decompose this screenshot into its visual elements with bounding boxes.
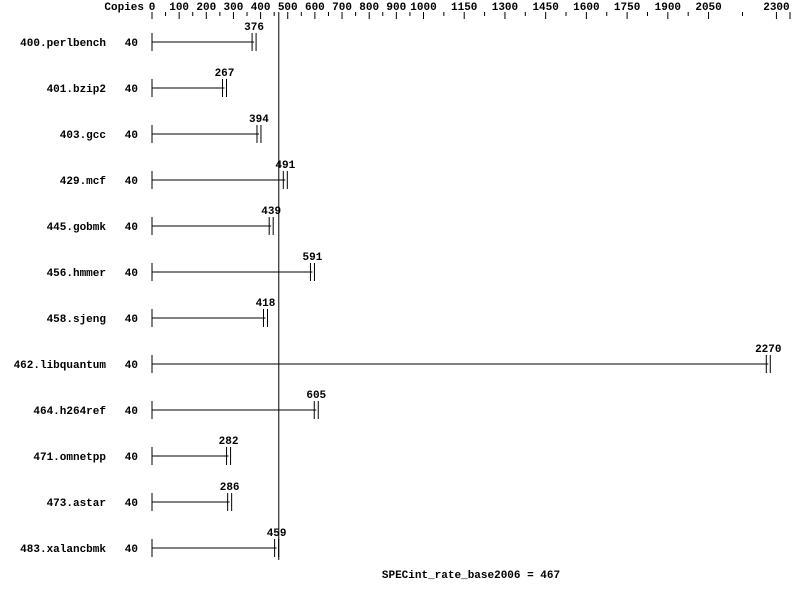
- x-tick-label: 0: [149, 2, 156, 14]
- bar-value-label: 439: [261, 206, 281, 218]
- x-tick-label: 1000: [410, 2, 436, 14]
- copies-value: 40: [125, 314, 138, 326]
- x-tick-label: 1750: [614, 2, 640, 14]
- bar-value-label: 591: [303, 252, 323, 264]
- copies-value: 40: [125, 84, 138, 96]
- copies-value: 40: [125, 222, 138, 234]
- copies-header: Copies: [104, 2, 144, 14]
- x-tick-label: 500: [278, 2, 298, 14]
- bar-value-label: 282: [219, 436, 239, 448]
- x-tick-label: 1300: [492, 2, 518, 14]
- x-tick-label: 300: [224, 2, 244, 14]
- x-tick-label: 1900: [655, 2, 681, 14]
- x-tick-label: 1450: [532, 2, 558, 14]
- benchmark-name: 429.mcf: [60, 176, 107, 188]
- benchmark-name: 462.libquantum: [14, 360, 107, 372]
- x-tick-label: 1600: [573, 2, 599, 14]
- x-tick-label: 1150: [451, 2, 477, 14]
- bar-value-label: 605: [306, 390, 326, 402]
- x-tick-label: 700: [332, 2, 352, 14]
- copies-value: 40: [125, 268, 138, 280]
- chart-svg: 0 100 200 300 400 500 600 700 800 900 1000 1150 1300…: [0, 0, 799, 606]
- benchmark-name: 473.astar: [47, 498, 106, 510]
- benchmark-name: 401.bzip2: [47, 84, 106, 96]
- copies-value: 40: [125, 38, 138, 50]
- bar-value-label: 459: [267, 528, 287, 540]
- x-tick-label: 800: [359, 2, 379, 14]
- copies-value: 40: [125, 360, 138, 372]
- benchmark-name: 400.perlbench: [20, 38, 106, 50]
- spec-benchmark-chart: 0 100 200 300 400 500 600 700 800 900 1000 1150 1300…: [0, 0, 799, 606]
- benchmark-name: 464.h264ref: [33, 406, 106, 418]
- x-tick-label: 200: [196, 2, 216, 14]
- benchmark-name: 483.xalancbmk: [20, 544, 106, 556]
- copies-value: 40: [125, 130, 138, 142]
- benchmark-name: 456.hmmer: [47, 268, 106, 280]
- benchmark-name: 458.sjeng: [47, 314, 106, 326]
- benchmark-name: 445.gobmk: [47, 222, 107, 234]
- x-tick-label: 600: [305, 2, 325, 14]
- bar-value-label: 394: [249, 114, 269, 126]
- bar-value-label: 286: [220, 482, 240, 494]
- bar-value-label: 491: [275, 160, 295, 172]
- copies-value: 40: [125, 498, 138, 510]
- x-tick-label: 900: [386, 2, 406, 14]
- benchmark-name: 403.gcc: [60, 130, 106, 142]
- copies-value: 40: [125, 544, 138, 556]
- bar-value-label: 2270: [755, 344, 781, 356]
- x-tick-label: 100: [169, 2, 189, 14]
- footer-text: SPECint_rate_base2006 = 467: [382, 570, 560, 582]
- x-tick-label: 400: [251, 2, 271, 14]
- copies-value: 40: [125, 176, 138, 188]
- copies-value: 40: [125, 452, 138, 464]
- bar-value-label: 418: [256, 298, 276, 310]
- x-tick-label: 2300: [763, 2, 789, 14]
- benchmark-name: 471.omnetpp: [33, 452, 106, 464]
- copies-value: 40: [125, 406, 138, 418]
- bar-value-label: 376: [244, 22, 264, 34]
- x-tick-label: 2050: [695, 2, 721, 14]
- bar-value-label: 267: [215, 68, 235, 80]
